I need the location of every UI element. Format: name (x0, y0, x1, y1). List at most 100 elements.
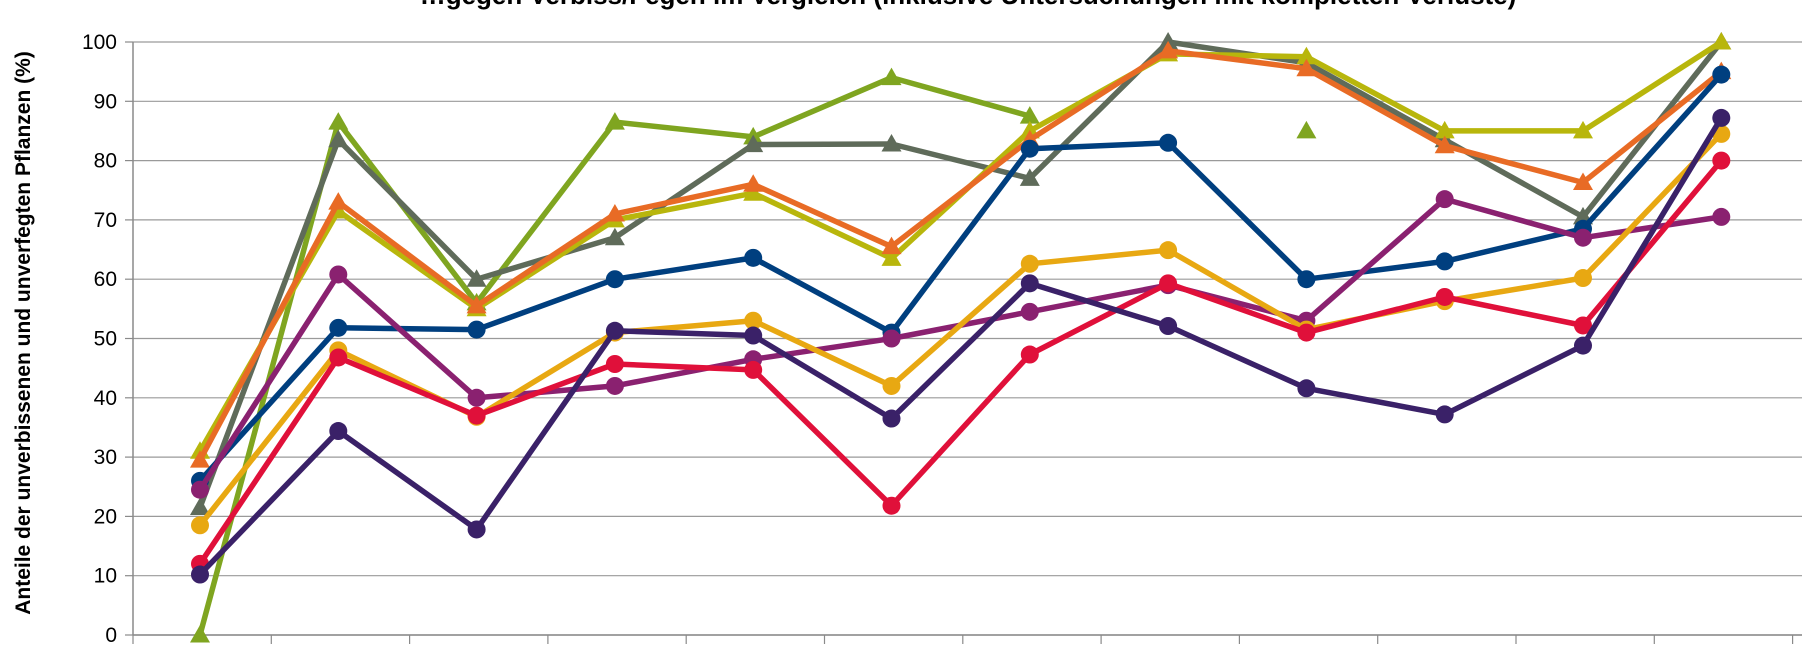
data-point (743, 183, 764, 201)
data-point (882, 329, 901, 348)
data-point (467, 388, 486, 407)
data-point (881, 248, 902, 266)
data-point (1159, 274, 1178, 293)
data-point (328, 129, 349, 148)
data-point (1020, 274, 1039, 293)
data-point (605, 354, 624, 373)
data-point (881, 134, 902, 152)
data-point (604, 227, 625, 246)
data-point (466, 269, 487, 287)
series-2 (190, 32, 1732, 515)
data-point (1435, 190, 1454, 209)
series-9-line (197, 115, 1725, 578)
data-point (467, 320, 486, 339)
data-point (1020, 139, 1039, 158)
data-point (1574, 316, 1592, 335)
series-9 (191, 108, 1731, 584)
data-point (1573, 172, 1593, 190)
series-4 (190, 40, 1732, 468)
series-8-line (197, 157, 1725, 567)
y-tick-label: 50 (94, 328, 117, 351)
data-point (1297, 270, 1316, 289)
data-point (329, 318, 348, 337)
data-point (881, 236, 902, 255)
data-point (467, 520, 486, 539)
data-point (605, 270, 624, 289)
data-point (328, 112, 349, 130)
data-point (604, 204, 625, 222)
data-series (190, 32, 1732, 643)
data-point (1435, 405, 1454, 424)
data-point (191, 565, 209, 584)
data-point (329, 348, 348, 367)
data-point (1296, 58, 1317, 77)
data-point (329, 422, 348, 441)
data-point (190, 625, 210, 643)
data-point (1712, 207, 1731, 226)
data-point (1435, 252, 1454, 271)
data-point (1159, 241, 1178, 260)
data-point (329, 265, 348, 284)
data-point (1711, 32, 1732, 50)
data-point (605, 321, 624, 340)
data-point (191, 480, 209, 499)
data-point (1159, 133, 1178, 152)
data-point (190, 497, 210, 515)
data-point (882, 376, 901, 395)
y-tick-label: 100 (82, 31, 117, 54)
y-tick-label: 30 (94, 446, 117, 469)
data-point (1434, 120, 1455, 139)
data-point (1574, 269, 1592, 288)
y-tick-label: 40 (94, 387, 117, 410)
data-point (1158, 32, 1179, 50)
data-point (1019, 106, 1040, 124)
y-tick-label: 70 (94, 209, 117, 232)
data-point (1020, 345, 1039, 364)
data-point (467, 406, 486, 425)
data-point (1159, 317, 1178, 336)
data-point (1297, 379, 1316, 398)
y-tick-labels: 0 10 20 30 40 50 60 70 80 90 100 (82, 31, 117, 647)
data-point (1158, 40, 1179, 59)
data-point (466, 295, 487, 314)
data-point (190, 450, 210, 468)
data-point (744, 311, 763, 330)
data-point (882, 496, 901, 515)
data-point (1296, 46, 1317, 65)
data-point (1712, 65, 1731, 84)
data-point (1296, 120, 1317, 139)
data-point (328, 192, 349, 210)
y-tick-label: 10 (94, 565, 117, 588)
data-point (191, 516, 209, 535)
y-tick-label: 80 (94, 150, 117, 173)
data-point (744, 248, 763, 267)
series-5-line (197, 71, 1725, 484)
axes (125, 41, 1802, 645)
data-point (1435, 287, 1454, 306)
data-point (881, 67, 902, 86)
series-4-line (197, 48, 1725, 463)
data-point (1297, 323, 1316, 342)
data-point (1019, 168, 1040, 186)
y-tick-label: 0 (105, 624, 117, 644)
data-point (1712, 108, 1731, 127)
y-axis-label: Anteile der unverbissenen und unverfegte… (12, 51, 35, 615)
y-tick-label: 20 (94, 505, 117, 528)
data-point (605, 376, 624, 395)
y-tick-label: 90 (94, 90, 117, 113)
y-tick-label: 60 (94, 268, 117, 291)
data-point (743, 134, 764, 153)
data-point (1020, 254, 1039, 273)
data-point (744, 360, 763, 379)
data-point (604, 112, 625, 130)
chart-title: …gegen Verbiss/Fegen im Vergleich (inklu… (420, 0, 1517, 10)
data-point (1573, 120, 1593, 139)
data-point (1434, 135, 1455, 154)
data-point (1574, 336, 1592, 355)
data-point (1020, 302, 1039, 321)
data-point (1574, 228, 1592, 247)
data-point (743, 174, 764, 192)
data-point (744, 326, 763, 345)
